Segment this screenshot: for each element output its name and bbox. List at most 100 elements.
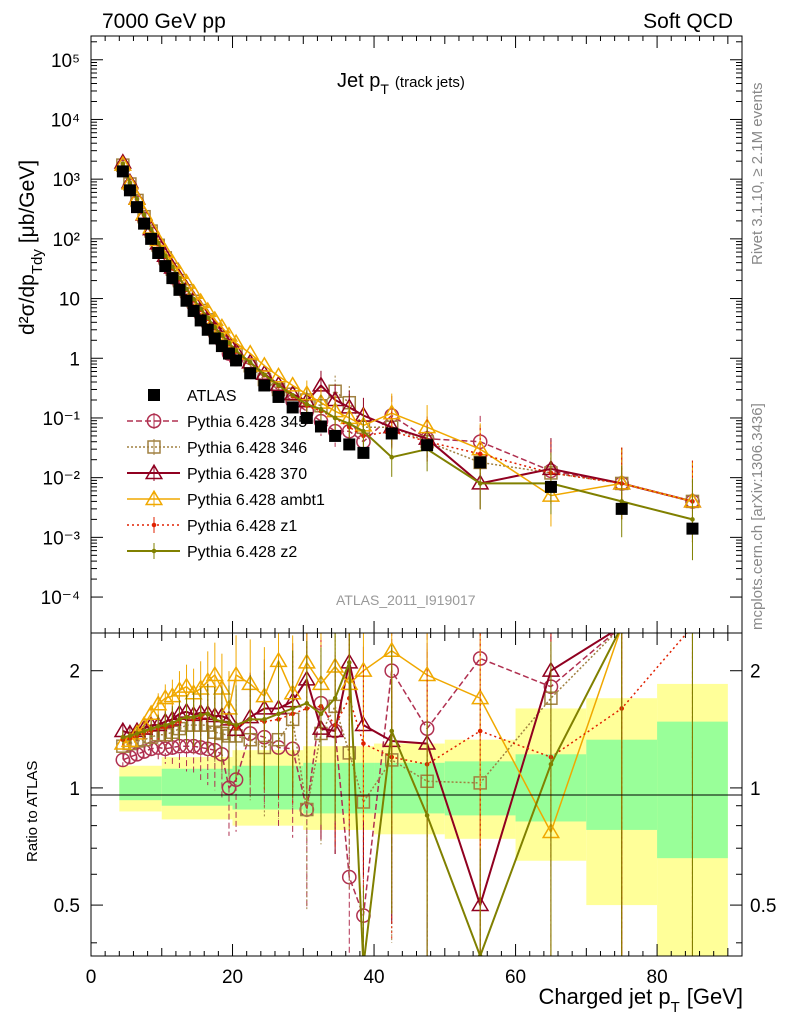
data-point: [357, 446, 370, 459]
data-point: [421, 439, 434, 452]
main-point: [134, 196, 140, 202]
ratio-point: [127, 733, 133, 739]
main-point: [120, 161, 126, 166]
legend-entry-0: ATLAS: [148, 388, 237, 405]
main-point: [382, 403, 401, 420]
data-point: [222, 347, 235, 360]
main-point: [389, 454, 395, 460]
y-tick-label: 10³: [53, 170, 80, 191]
ratio-y-axis-title: Ratio to ATLAS: [24, 761, 41, 862]
main-series-2: [113, 153, 702, 543]
main-series: [113, 153, 702, 561]
ratio-point: [205, 711, 211, 717]
legend-label: Pythia 6.428 ambt1: [187, 492, 325, 509]
y-axis-title-main: d²σ/dp: [16, 274, 39, 335]
ratio-point: [686, 607, 699, 620]
ratio-point: [620, 625, 624, 629]
analysis-id: ATLAS_2011_I919017: [336, 592, 476, 608]
data-point: [544, 480, 557, 493]
legend-label: ATLAS: [187, 388, 237, 405]
main-data-series: [116, 165, 699, 535]
ratio-point: [141, 728, 147, 734]
ratio-point: [477, 728, 483, 734]
data-point: [116, 165, 129, 178]
x-tick-label: 0: [86, 967, 97, 988]
ratio-point: [219, 719, 225, 724]
ratio-y-tick-label-right: 2: [750, 662, 761, 683]
ratio-point: [113, 734, 132, 750]
main-point: [141, 212, 147, 217]
ratio-point: [233, 722, 239, 728]
main-point: [332, 415, 338, 421]
x-axis-title-sub: T: [671, 999, 680, 1016]
side-label-upper: Rivet 3.1.10, ≥ 2.1M events: [749, 83, 766, 266]
y-tick-label: 10⁴: [51, 110, 80, 131]
ratio-point: [198, 712, 203, 718]
legend-label: Pythia 6.428 370: [187, 466, 307, 483]
legend-label: Pythia 6.428 346: [187, 440, 307, 457]
legend-marker: [148, 389, 160, 401]
ratio-series: [113, 606, 701, 956]
data-point: [272, 390, 285, 403]
legend-entry-6: Pythia 6.428 z2: [127, 543, 297, 561]
data-point: [343, 438, 356, 451]
data-point: [615, 502, 628, 515]
legend-label: Pythia 6.428 345: [187, 414, 307, 431]
legend-marker: [151, 522, 157, 528]
data-point: [686, 522, 699, 535]
ratio-point: [177, 677, 196, 693]
y-tick-label: 10⁻³: [43, 528, 81, 549]
ratio-point: [691, 625, 695, 629]
ratio-point: [614, 619, 630, 632]
ratio-point: [134, 731, 140, 736]
main-point: [241, 344, 260, 360]
main-point: [127, 180, 133, 186]
data-point: [230, 354, 243, 367]
x-axis-title-unit: [GeV]: [687, 984, 743, 1009]
x-tick-label: 20: [222, 967, 243, 988]
ratio-point: [262, 717, 267, 722]
y-tick-label: 10⁻¹: [43, 409, 81, 430]
ratio-point: [424, 813, 430, 818]
legend-marker: [151, 548, 157, 554]
legend-marker: [146, 413, 162, 429]
x-tick-label: 80: [647, 967, 668, 988]
main-point: [318, 406, 324, 412]
plot-title-main: Jet p: [337, 70, 380, 92]
ratio-point: [162, 722, 168, 728]
legend-entry-5: Pythia 6.428 z1: [127, 517, 297, 535]
band-inner-bin: [161, 768, 233, 806]
ratio-point: [614, 619, 630, 632]
ratio-y-tick-label: 2: [69, 662, 80, 683]
ratio-point: [226, 665, 246, 682]
ratio-point: [346, 660, 352, 665]
ratio-y-tick-label-right: 0.5: [750, 896, 776, 917]
ratio-y-tick-label: 0.5: [54, 896, 80, 917]
data-point: [173, 283, 186, 296]
y-tick-label: 1: [69, 349, 80, 370]
data-point: [215, 340, 228, 353]
data-point: [208, 332, 221, 345]
main-point: [477, 481, 483, 486]
data-point: [123, 184, 136, 197]
data-point: [152, 246, 165, 259]
ratio-point: [318, 711, 324, 717]
ratio-point: [389, 728, 395, 734]
data-point: [130, 201, 143, 214]
x-axis-title-main: Charged jet p: [538, 984, 670, 1009]
legend-marker: [144, 463, 164, 480]
main-point: [477, 451, 483, 457]
header-right: Soft QCD: [643, 10, 733, 33]
ratio-line-4: [122, 633, 688, 766]
data-point: [258, 379, 271, 392]
data-point: [159, 260, 172, 273]
ratio-point: [685, 606, 701, 619]
data-point: [138, 217, 151, 230]
y-tick-label: 10²: [53, 230, 80, 251]
x-tick-label: 60: [505, 967, 526, 988]
y-tick-label: 10⁻²: [43, 469, 81, 490]
ratio-point: [548, 761, 554, 767]
main-point: [276, 383, 281, 388]
main-point: [269, 366, 288, 383]
